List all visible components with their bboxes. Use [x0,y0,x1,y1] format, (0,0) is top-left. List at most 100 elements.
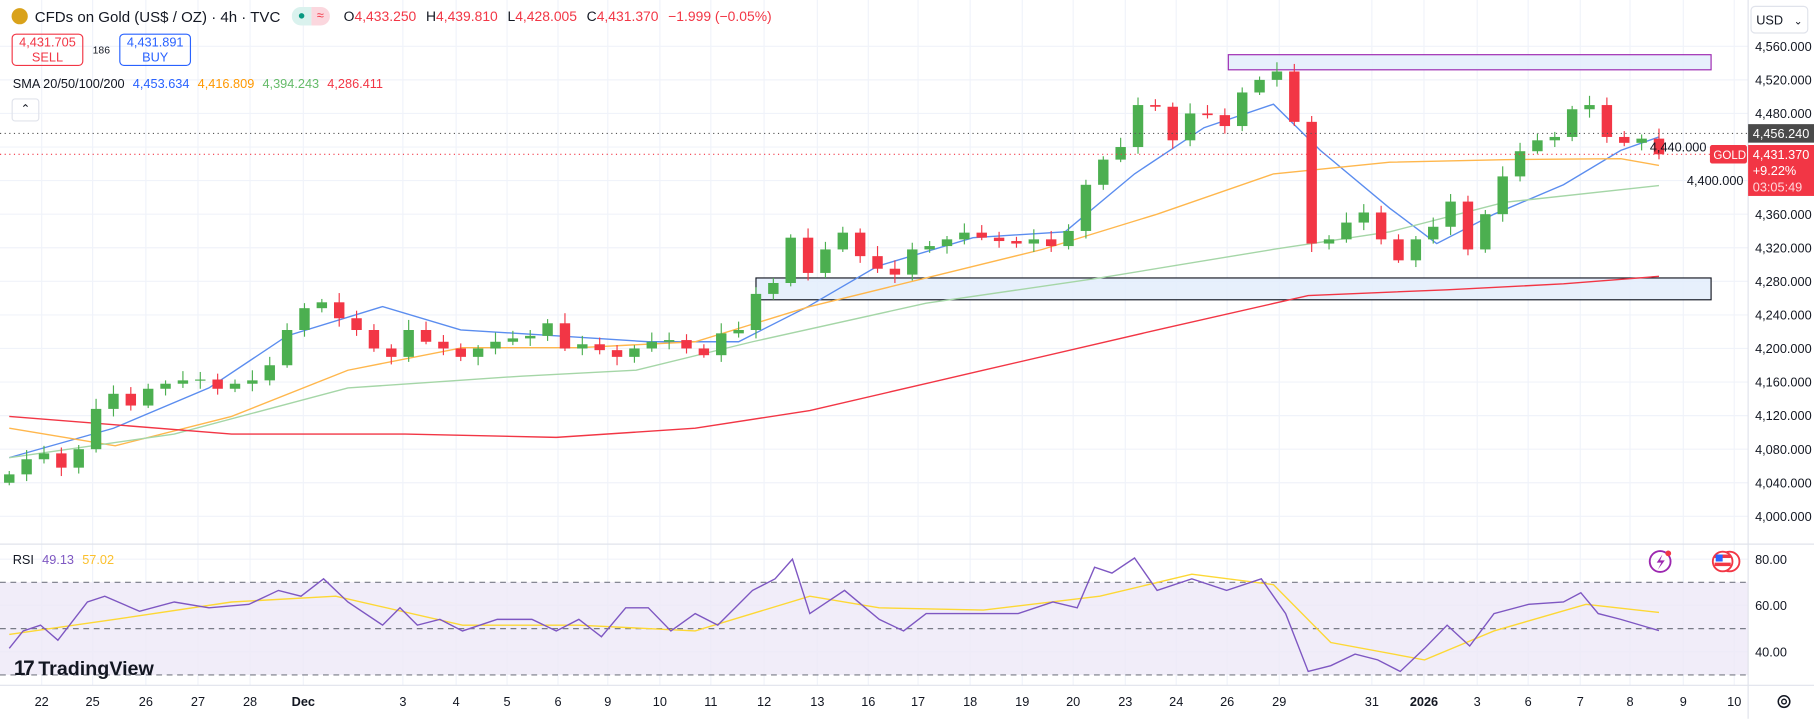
candle[interactable] [368,324,380,352]
candle[interactable] [733,321,744,338]
market-status[interactable]: ● ≈ [291,6,330,26]
candle[interactable] [1098,156,1109,190]
candle[interactable] [1393,234,1404,263]
candle[interactable] [629,345,640,363]
candle[interactable] [333,293,345,327]
rsi-ma-line[interactable] [9,573,1660,661]
candle[interactable] [976,225,987,241]
rsi-legend[interactable]: RSI 49.13 57.02 [12,553,115,568]
candle[interactable] [1289,63,1300,127]
sma-line[interactable] [9,103,1660,459]
price-zone-rectangle[interactable] [755,277,1712,301]
tradingview-logo[interactable]: 17 TradingView [13,656,154,680]
candle[interactable] [281,323,293,368]
candle[interactable] [993,231,1005,248]
candle[interactable] [125,387,137,411]
candle[interactable] [351,310,362,336]
candle[interactable] [1184,103,1196,147]
candle[interactable] [1428,217,1439,244]
candle[interactable] [1150,99,1161,111]
candle[interactable] [229,379,241,393]
candle[interactable] [646,332,657,352]
candle[interactable] [177,371,189,388]
candle[interactable] [1132,97,1144,154]
candle[interactable] [1045,230,1057,252]
candle[interactable] [195,371,206,389]
candle[interactable] [160,380,171,396]
candle[interactable] [1375,205,1387,245]
candle[interactable] [73,444,84,474]
candle[interactable] [1445,194,1456,236]
candle[interactable] [768,277,779,300]
sma-legend[interactable]: SMA 20/50/100/200 4,453.634 4,416.809 4,… [12,77,383,92]
candle[interactable] [142,383,154,409]
candle[interactable] [750,287,762,339]
candle[interactable] [507,330,519,346]
sma-line[interactable] [9,158,1660,447]
candle[interactable] [21,450,32,482]
collapse-legend-button[interactable]: ⌃ [11,98,40,122]
candle[interactable] [247,370,258,392]
candle[interactable] [1410,235,1422,268]
rsi-line[interactable] [8,557,1660,673]
candle[interactable] [108,385,119,417]
candle[interactable] [90,398,102,453]
candle[interactable] [959,223,970,245]
settings-gear-icon[interactable] [1777,695,1791,709]
candle[interactable] [438,335,449,356]
candle[interactable] [212,373,223,395]
candle[interactable] [1115,137,1126,163]
candle[interactable] [611,345,623,366]
candle[interactable] [1601,97,1613,143]
candle[interactable] [559,313,571,351]
candle[interactable] [594,337,605,355]
candle[interactable] [1323,235,1335,250]
candle[interactable] [1237,87,1248,132]
candle[interactable] [924,241,935,253]
candle[interactable] [542,319,553,341]
candle[interactable] [1566,105,1578,142]
currency-dropdown[interactable]: USD ⌄ [1750,5,1809,34]
price-zone-rectangle[interactable] [1227,54,1712,71]
candle[interactable] [1271,62,1283,87]
sell-button[interactable]: 4,431.705 SELL [11,33,84,66]
candle[interactable] [525,330,536,346]
candle[interactable] [663,332,675,350]
candle[interactable] [4,471,15,486]
candle[interactable] [1549,131,1561,148]
candle[interactable] [1497,166,1508,222]
candle[interactable] [1254,76,1265,95]
candle[interactable] [889,260,901,283]
candle[interactable] [1462,195,1474,256]
candle[interactable] [854,228,866,263]
lightning-icon[interactable] [1648,550,1672,573]
candle[interactable] [1167,102,1178,149]
us-flag-events-icon[interactable] [1711,550,1741,573]
candle[interactable] [455,343,466,362]
candle[interactable] [403,319,414,362]
buy-button[interactable]: 4,431.891 BUY [119,33,192,66]
candle[interactable] [1584,95,1595,118]
candle[interactable] [420,321,432,345]
candle[interactable] [837,226,849,252]
sma-line[interactable] [9,184,1660,459]
candle[interactable] [872,246,883,273]
candle[interactable] [802,228,814,281]
candle[interactable] [1202,105,1213,119]
candle[interactable] [907,242,918,281]
candle[interactable] [1080,179,1092,239]
candle[interactable] [386,344,397,365]
candle[interactable] [1514,142,1526,182]
candle[interactable] [38,445,50,464]
candle[interactable] [1219,108,1231,134]
candle[interactable] [941,235,953,254]
candle[interactable] [472,345,484,366]
candle[interactable] [56,447,67,477]
symbol-title[interactable]: CFDs on Gold (US$ / OZ) · 4h · TVC [34,7,281,25]
candle[interactable] [1532,133,1543,154]
candle[interactable] [698,344,710,358]
candle[interactable] [1063,224,1074,250]
candle[interactable] [264,356,275,386]
candle[interactable] [1619,131,1630,147]
